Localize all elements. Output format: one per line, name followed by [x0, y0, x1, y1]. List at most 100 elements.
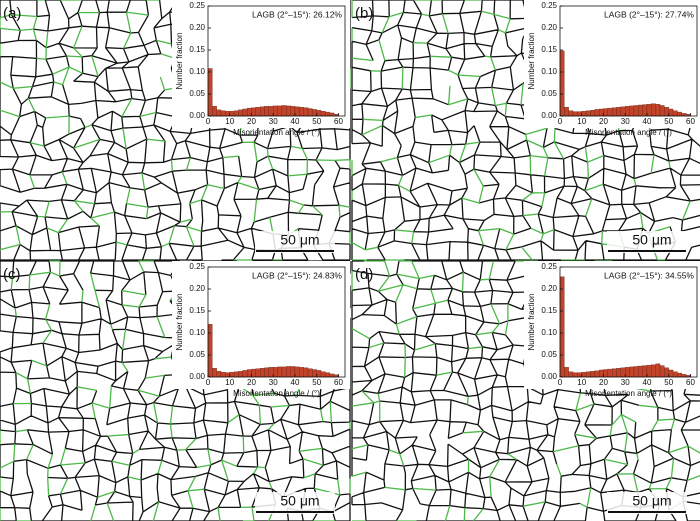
bar: [242, 370, 248, 378]
panel-label: (c): [3, 266, 21, 283]
y-tick-label: 0.00: [189, 372, 205, 381]
bar: [264, 106, 270, 117]
bar: [268, 106, 274, 117]
bar: [307, 108, 313, 117]
bar: [616, 107, 622, 117]
bar: [564, 367, 569, 378]
bar: [651, 364, 656, 378]
bar: [273, 105, 278, 117]
bar: [629, 366, 635, 378]
y-tick-label: 0.05: [189, 350, 205, 359]
y-tick-label: 0.20: [541, 284, 557, 293]
bar: [564, 107, 569, 117]
bar: [255, 107, 261, 117]
x-tick-label: 30: [269, 117, 278, 126]
bar: [616, 368, 622, 378]
y-tick-label: 0.25: [189, 1, 205, 10]
plot-frame: [559, 266, 698, 378]
bar: [642, 104, 648, 117]
bar: [207, 68, 213, 117]
y-tick-label: 0.10: [189, 328, 205, 337]
bar: [316, 370, 322, 378]
y-tick-label: 0.00: [189, 111, 205, 120]
bar: [594, 370, 600, 378]
plot-frame: [207, 5, 346, 117]
x-tick-label: 40: [643, 378, 652, 387]
annotation: LAGB (2°–15°): 34.55%: [604, 270, 694, 280]
y-tick-label: 0.25: [189, 262, 205, 271]
bar: [572, 372, 578, 378]
y-tick-label: 0.05: [541, 350, 557, 359]
x-tick-label: 40: [291, 117, 300, 126]
bar: [559, 50, 565, 117]
bar: [216, 109, 222, 117]
bar: [598, 108, 604, 117]
x-tick-label: 50: [664, 378, 673, 387]
bar: [260, 106, 265, 117]
x-tick-label: 60: [686, 378, 695, 387]
x-tick-label: 40: [643, 117, 652, 126]
bar: [260, 368, 265, 378]
y-axis-label: Number fraction: [175, 33, 184, 90]
x-tick-label: 20: [247, 117, 256, 126]
bar: [281, 366, 287, 378]
bar: [672, 371, 678, 378]
bar: [638, 104, 643, 117]
x-axis-label: Misorientation angle / (°): [233, 128, 320, 137]
bar: [303, 107, 309, 117]
x-axis-label: Misorientation angle / (°): [585, 128, 672, 137]
x-tick-label: 30: [621, 378, 630, 387]
annotation: LAGB (2°–15°): 27.74%: [604, 9, 694, 19]
y-tick-label: 0.20: [189, 284, 205, 293]
bar: [220, 110, 226, 117]
bar: [581, 111, 587, 117]
panel-label: (b): [355, 5, 373, 22]
x-tick-label: 50: [664, 117, 673, 126]
bar: [677, 372, 682, 378]
bar: [620, 106, 626, 117]
bar: [246, 107, 252, 117]
x-tick-label: 20: [247, 378, 256, 387]
bar: [603, 369, 608, 378]
bar: [329, 112, 335, 117]
bar: [294, 366, 300, 378]
x-axis-label: Misorientation angle / (°): [233, 389, 320, 398]
y-axis-label: Number fraction: [175, 294, 184, 351]
bar: [655, 103, 661, 117]
bar: [577, 111, 582, 117]
bar: [585, 110, 591, 117]
y-axis-label: Number fraction: [527, 294, 536, 351]
annotation: LAGB (2°–15°): 26.12%: [252, 9, 342, 19]
x-tick-label: 10: [577, 378, 586, 387]
bar: [607, 368, 613, 378]
y-tick-label: 0.10: [541, 67, 557, 76]
bar: [594, 109, 600, 117]
x-tick-label: 0: [206, 117, 211, 126]
bar: [229, 372, 235, 378]
bar: [299, 367, 304, 378]
panel-label: (d): [355, 266, 373, 283]
y-tick-label: 0.10: [189, 67, 205, 76]
bar: [572, 111, 578, 117]
x-tick-label: 0: [206, 378, 211, 387]
bar: [233, 371, 239, 378]
y-tick-label: 0.20: [541, 23, 557, 32]
bar: [233, 110, 239, 117]
scale-bar-bg: [607, 231, 687, 253]
bar: [329, 373, 335, 378]
grain-boundaries: [0, 0, 351, 261]
bar: [629, 105, 635, 117]
bar: [290, 366, 296, 378]
grain-boundaries: [0, 260, 351, 521]
scale-bar-bg: [255, 492, 335, 514]
bar: [290, 106, 296, 117]
bar: [307, 368, 313, 378]
bar: [251, 368, 256, 378]
y-tick-label: 0.25: [541, 1, 557, 10]
inset-bg: [524, 261, 700, 389]
grain-boundaries: [351, 260, 700, 521]
bar: [664, 367, 669, 378]
bar: [325, 372, 330, 378]
bar: [242, 108, 248, 117]
